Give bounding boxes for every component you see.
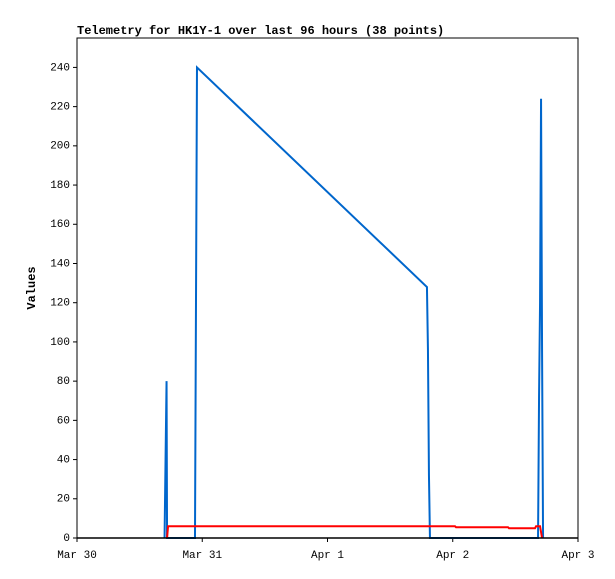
y-tick-label: 240 [50, 62, 70, 74]
x-tick-label: Apr 2 [436, 550, 469, 562]
y-axis-label: Values [25, 266, 39, 309]
y-tick-label: 100 [50, 337, 70, 349]
plot-frame [76, 37, 579, 539]
x-tick-label: Apr 3 [561, 550, 594, 562]
y-tick-label: 120 [50, 298, 70, 310]
y-tick-label: 200 [50, 141, 70, 153]
y-tick-label: 140 [50, 258, 70, 270]
y-tick-label: 0 [63, 533, 70, 545]
series-line [166, 525, 544, 539]
y-tick-label: 180 [50, 180, 70, 192]
y-tick-label: 60 [57, 415, 70, 427]
y-tick-label: 40 [57, 454, 70, 466]
y-tick-label: 20 [57, 494, 70, 506]
x-tick-label: Apr 1 [311, 550, 344, 562]
series-line [163, 65, 545, 539]
y-tick-label: 80 [57, 376, 70, 388]
x-tick-label: Mar 31 [182, 550, 222, 562]
y-tick-label: 220 [50, 102, 70, 114]
chart-title: Telemetry for HK1Y-1 over last 96 hours … [77, 24, 444, 38]
y-tick-label: 160 [50, 219, 70, 231]
x-tick-label: Mar 30 [57, 550, 97, 562]
